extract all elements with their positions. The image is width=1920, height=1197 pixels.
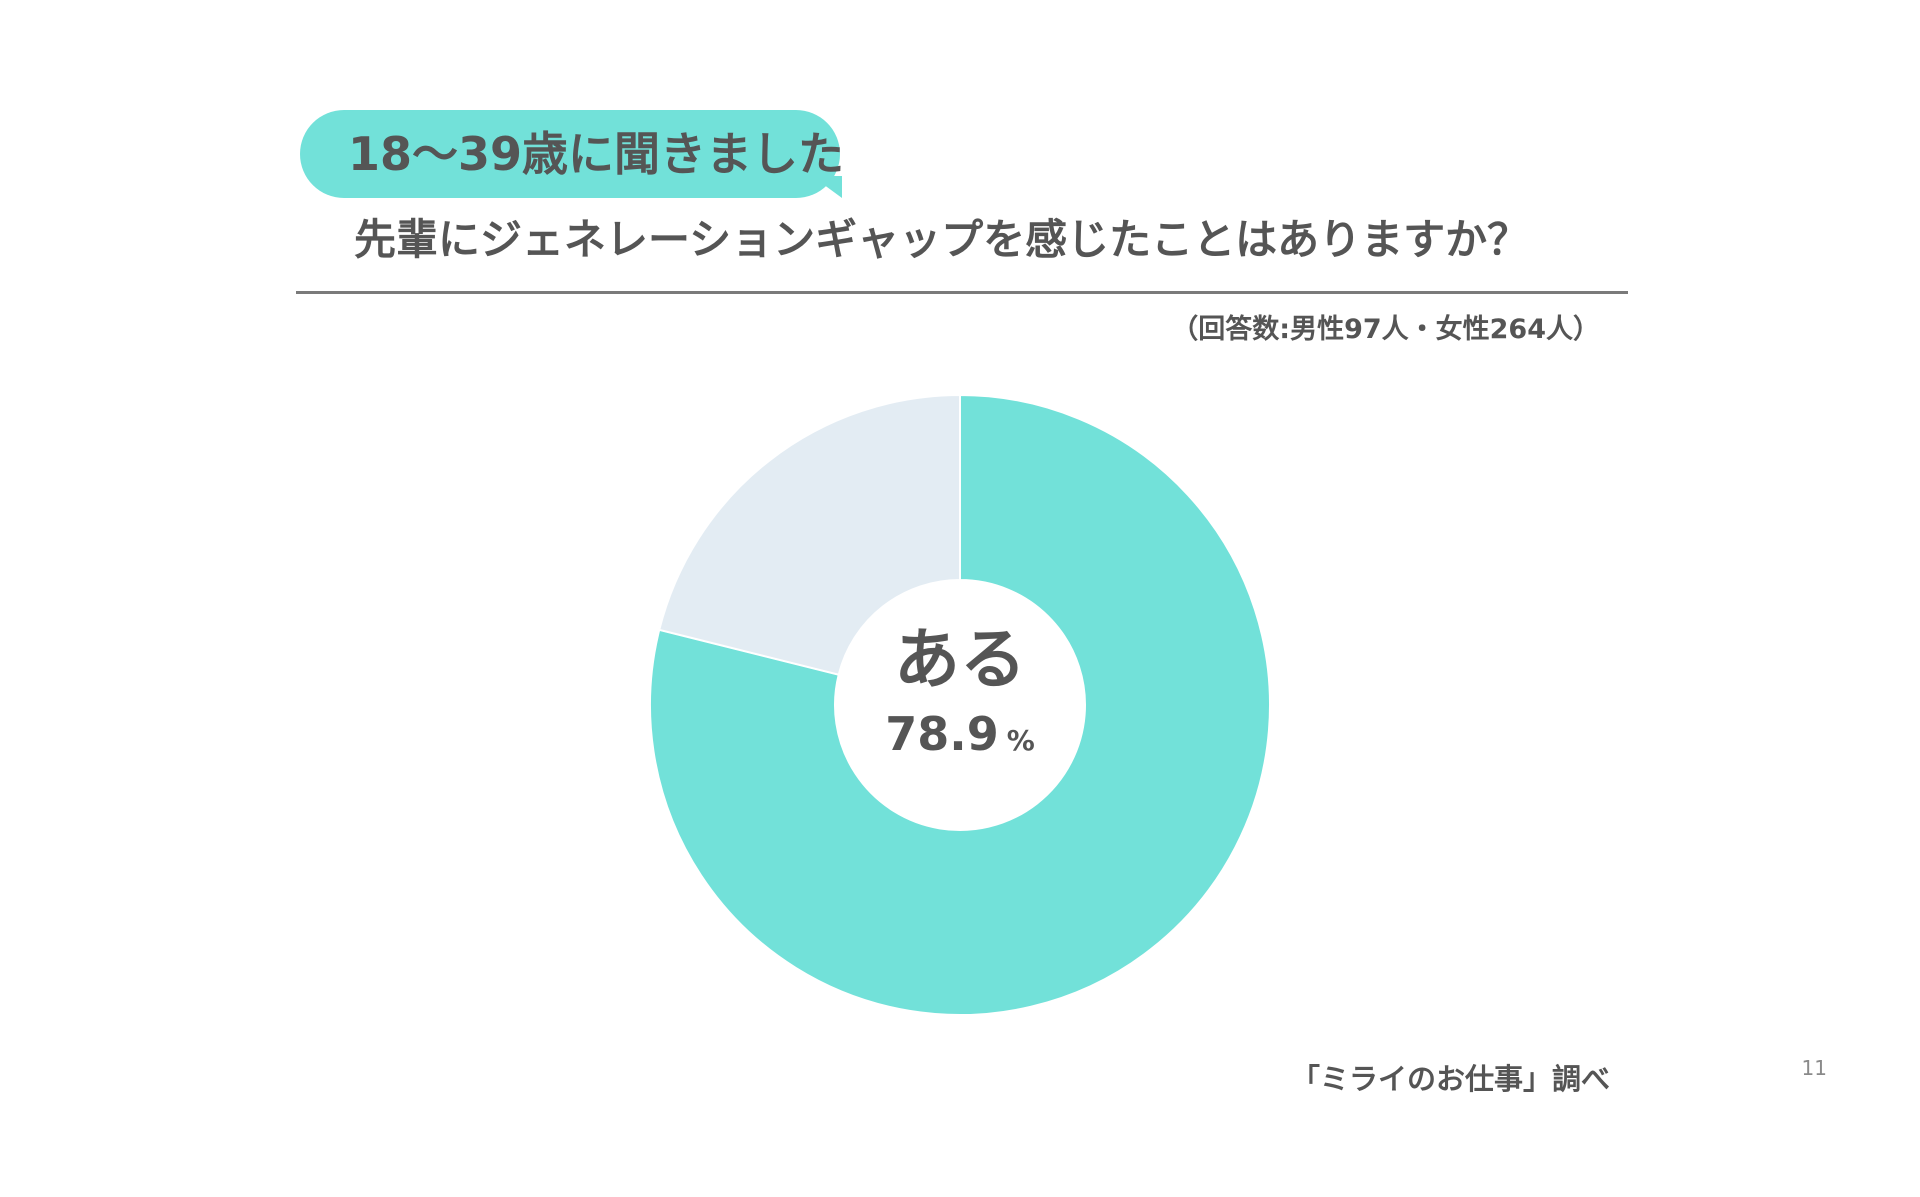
donut-slice-1: [658, 393, 961, 676]
donut-center-percent: 78.9: [885, 707, 999, 761]
page-number: 11: [1801, 1056, 1827, 1080]
title-divider: [296, 291, 1628, 294]
survey-target-tag: 18〜39歳に聞きました: [348, 127, 845, 181]
tag-bubble-tail: [812, 176, 842, 198]
data-source: 「ミライのお仕事」調べ: [1290, 1062, 1610, 1096]
donut-center-value: 78.9%: [840, 704, 1080, 775]
donut-slice-0: [649, 393, 1271, 1016]
donut-center-unit: %: [1006, 724, 1035, 757]
tag-bubble: [300, 110, 840, 198]
donut-center-label: ある: [894, 621, 1026, 698]
survey-question: 先輩にジェネレーションギャップを感じたことはありますか？: [354, 215, 1530, 264]
respondent-count: （回答数:男性97人・女性264人）: [1171, 314, 1600, 345]
